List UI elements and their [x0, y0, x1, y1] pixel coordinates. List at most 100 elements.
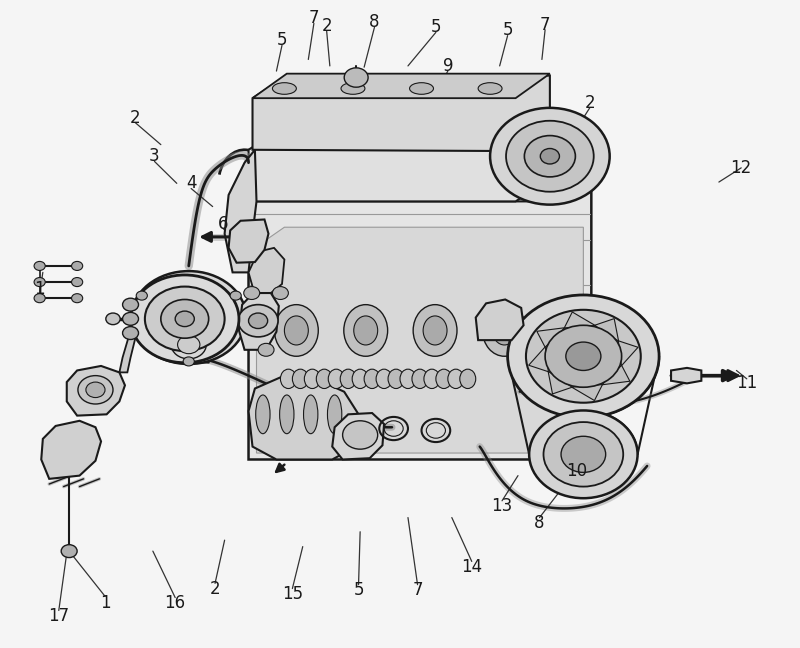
- Circle shape: [273, 286, 288, 299]
- Ellipse shape: [423, 316, 447, 345]
- Ellipse shape: [448, 369, 464, 389]
- Polygon shape: [249, 248, 285, 295]
- Text: 8: 8: [534, 514, 545, 532]
- Polygon shape: [537, 328, 565, 347]
- Circle shape: [78, 376, 113, 404]
- Ellipse shape: [388, 369, 404, 389]
- Ellipse shape: [354, 316, 378, 345]
- Text: 4: 4: [186, 174, 196, 192]
- Polygon shape: [253, 74, 550, 98]
- Circle shape: [524, 135, 575, 177]
- Text: 2: 2: [322, 17, 332, 35]
- Circle shape: [543, 422, 623, 487]
- Circle shape: [490, 108, 610, 205]
- Ellipse shape: [364, 369, 380, 389]
- Circle shape: [230, 291, 242, 300]
- Text: 7: 7: [412, 581, 422, 599]
- Circle shape: [61, 545, 77, 557]
- Circle shape: [163, 297, 214, 338]
- Ellipse shape: [316, 369, 332, 389]
- Text: 1: 1: [34, 279, 45, 297]
- Text: 16: 16: [165, 594, 186, 612]
- Ellipse shape: [303, 395, 318, 434]
- Circle shape: [545, 325, 622, 388]
- Polygon shape: [66, 366, 125, 415]
- Ellipse shape: [493, 316, 516, 345]
- Ellipse shape: [436, 369, 452, 389]
- Text: 1: 1: [100, 594, 110, 612]
- Circle shape: [131, 271, 246, 364]
- Text: 5: 5: [354, 581, 364, 599]
- Circle shape: [508, 295, 659, 417]
- Circle shape: [145, 286, 225, 351]
- Circle shape: [161, 299, 209, 338]
- Text: 8: 8: [370, 13, 380, 31]
- Circle shape: [86, 382, 105, 398]
- Circle shape: [506, 121, 594, 192]
- Ellipse shape: [410, 83, 434, 95]
- Circle shape: [244, 286, 260, 299]
- Text: 12: 12: [730, 159, 752, 177]
- Polygon shape: [181, 337, 215, 363]
- Text: 2: 2: [130, 108, 141, 126]
- Ellipse shape: [424, 369, 440, 389]
- Polygon shape: [239, 293, 279, 350]
- Ellipse shape: [400, 369, 416, 389]
- Circle shape: [529, 410, 638, 498]
- Polygon shape: [594, 319, 618, 341]
- Text: 9: 9: [442, 57, 453, 75]
- Ellipse shape: [292, 369, 308, 389]
- Circle shape: [238, 305, 278, 337]
- Ellipse shape: [285, 316, 308, 345]
- Text: 2: 2: [210, 579, 220, 597]
- Ellipse shape: [328, 369, 344, 389]
- Circle shape: [178, 336, 200, 354]
- Circle shape: [122, 298, 138, 311]
- Polygon shape: [671, 368, 702, 384]
- Circle shape: [249, 313, 268, 329]
- Ellipse shape: [352, 369, 368, 389]
- Ellipse shape: [460, 369, 476, 389]
- Polygon shape: [225, 150, 257, 272]
- Ellipse shape: [256, 395, 270, 434]
- Circle shape: [34, 294, 46, 303]
- Polygon shape: [602, 365, 630, 385]
- Ellipse shape: [413, 305, 457, 356]
- Circle shape: [183, 357, 194, 366]
- Ellipse shape: [412, 369, 428, 389]
- Ellipse shape: [327, 395, 342, 434]
- Circle shape: [171, 330, 206, 359]
- Circle shape: [122, 312, 138, 325]
- Circle shape: [561, 436, 606, 472]
- Text: 3: 3: [149, 147, 160, 165]
- Circle shape: [526, 310, 641, 402]
- Polygon shape: [618, 341, 638, 365]
- Polygon shape: [119, 318, 141, 373]
- Polygon shape: [229, 220, 269, 262]
- Text: 2: 2: [585, 95, 595, 112]
- Circle shape: [71, 261, 82, 270]
- Polygon shape: [571, 384, 602, 400]
- Polygon shape: [249, 156, 591, 202]
- Circle shape: [122, 327, 138, 340]
- Circle shape: [540, 148, 559, 164]
- Text: 15: 15: [282, 584, 303, 603]
- Text: 6: 6: [218, 215, 228, 233]
- Polygon shape: [42, 421, 101, 479]
- Circle shape: [106, 313, 120, 325]
- Circle shape: [178, 308, 200, 327]
- Ellipse shape: [478, 83, 502, 95]
- Circle shape: [344, 68, 368, 87]
- Text: 7: 7: [309, 9, 319, 27]
- Text: 10: 10: [566, 462, 587, 480]
- Polygon shape: [548, 371, 572, 394]
- Ellipse shape: [304, 369, 320, 389]
- Circle shape: [136, 291, 147, 300]
- Circle shape: [71, 294, 82, 303]
- Ellipse shape: [344, 305, 388, 356]
- Text: 7: 7: [540, 16, 550, 34]
- Text: 5: 5: [430, 18, 441, 36]
- Polygon shape: [529, 347, 548, 372]
- Ellipse shape: [274, 305, 318, 356]
- Text: 14: 14: [461, 557, 482, 575]
